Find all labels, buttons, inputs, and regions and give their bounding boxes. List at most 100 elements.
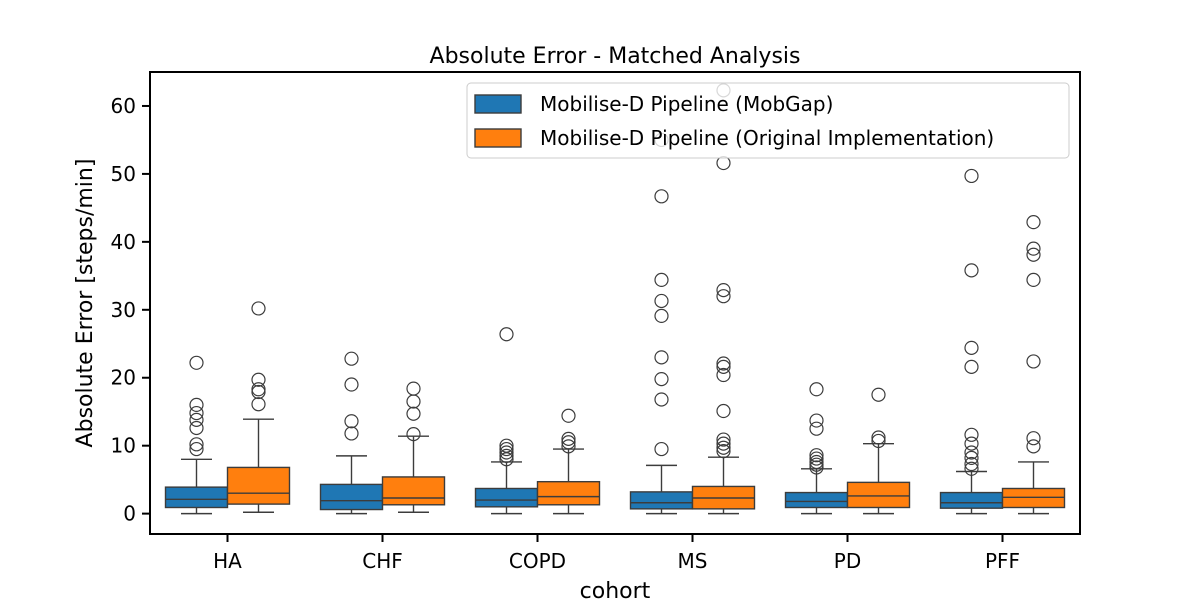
outlier-point	[716, 440, 731, 455]
x-tick-label: PFF	[985, 549, 1020, 573]
x-tick-label: CHF	[362, 549, 403, 573]
outlier-point	[809, 413, 824, 428]
outlier-point	[809, 454, 824, 470]
outlier-point	[1026, 272, 1041, 287]
box	[226, 466, 291, 505]
outlier-point	[964, 445, 979, 460]
outlier-point	[1026, 241, 1041, 256]
box-group	[1001, 215, 1066, 515]
box-group	[226, 301, 291, 513]
outlier-point	[654, 189, 669, 204]
outlier-point	[964, 450, 979, 466]
outlier-point	[499, 441, 514, 457]
outlier-point	[716, 282, 731, 298]
y-tick-label: 40	[111, 230, 136, 254]
box	[381, 476, 446, 506]
box	[846, 481, 911, 509]
box-group	[784, 382, 849, 515]
y-tick-label: 50	[111, 162, 136, 186]
outlier-point	[1026, 439, 1041, 454]
outlier-point	[871, 430, 886, 445]
y-tick-label: 0	[123, 502, 136, 526]
x-tick-label: MS	[678, 549, 708, 573]
outlier-point	[1026, 247, 1041, 262]
outlier-point	[654, 350, 669, 365]
chart-title: Absolute Error - Matched Analysis	[430, 44, 801, 69]
outlier-point	[654, 371, 669, 387]
box-group	[164, 355, 229, 515]
outlier-point	[654, 272, 669, 287]
outlier-point	[561, 431, 576, 446]
outlier-point	[344, 414, 359, 429]
box-group	[319, 351, 384, 515]
y-tick-label: 20	[111, 366, 136, 390]
box	[474, 487, 539, 508]
outlier-point	[964, 436, 979, 451]
y-axis-label: Absolute Error [steps/min]	[73, 159, 98, 448]
box	[629, 491, 694, 510]
legend-frame	[466, 82, 1070, 159]
outlier-point	[189, 397, 204, 413]
outlier-point	[809, 382, 824, 397]
box-group	[629, 132, 694, 515]
outlier-point	[716, 403, 731, 419]
box-group	[536, 408, 601, 515]
outlier-point	[654, 308, 669, 324]
outlier-point	[809, 421, 824, 436]
y-tick-label: 30	[111, 298, 136, 322]
outlier-point	[871, 433, 886, 449]
outlier-point	[1026, 354, 1041, 369]
outlier-point	[406, 381, 421, 396]
outlier-point	[189, 441, 204, 457]
outlier-point	[189, 405, 204, 421]
outlier-point	[716, 432, 731, 447]
outlier-point	[344, 351, 359, 366]
legend-swatch	[474, 128, 522, 148]
outlier-point	[716, 356, 731, 371]
outlier-point	[654, 392, 669, 407]
outlier-point	[251, 382, 266, 397]
outlier-point	[964, 340, 979, 355]
outlier-point	[499, 327, 514, 342]
outlier-point	[251, 372, 266, 387]
outlier-point	[964, 263, 979, 278]
outlier-point	[1026, 431, 1041, 446]
outlier-point	[964, 359, 979, 374]
outlier-point	[251, 384, 266, 400]
plot-frame	[149, 71, 1081, 535]
outlier-point	[809, 451, 824, 466]
outlier-point	[716, 289, 731, 304]
outlier-point	[499, 438, 514, 453]
legend-label: Mobilise-D Pipeline (MobGap)	[540, 92, 833, 116]
outlier-point	[964, 168, 979, 184]
box-group	[691, 83, 756, 515]
box-group	[381, 381, 446, 513]
box	[939, 491, 1004, 509]
outlier-point	[561, 435, 576, 450]
outlier-point	[499, 448, 514, 463]
outlier-point	[189, 437, 204, 452]
outlier-point	[964, 461, 979, 476]
box-group	[474, 327, 539, 515]
outlier-point	[406, 427, 421, 442]
outlier-point	[251, 397, 266, 412]
y-tick-label: 10	[111, 434, 136, 458]
outlier-point	[406, 406, 421, 421]
outlier-point	[716, 436, 731, 451]
outlier-point	[716, 359, 731, 374]
outlier-point	[964, 427, 979, 442]
legend-label: Mobilise-D Pipeline (Original Implementa…	[540, 126, 994, 150]
outlier-point	[344, 426, 359, 441]
box	[784, 491, 849, 509]
outlier-point	[654, 293, 669, 309]
x-tick-label: HA	[213, 549, 242, 573]
outlier-point	[251, 301, 266, 316]
outlier-point	[716, 367, 731, 383]
x-tick-label: PD	[834, 549, 861, 573]
box	[319, 483, 384, 511]
outlier-point	[1026, 215, 1041, 230]
outlier-point	[654, 441, 669, 457]
outlier-point	[499, 445, 514, 460]
outlier-point	[189, 355, 204, 370]
x-tick-label: COPD	[509, 549, 566, 573]
